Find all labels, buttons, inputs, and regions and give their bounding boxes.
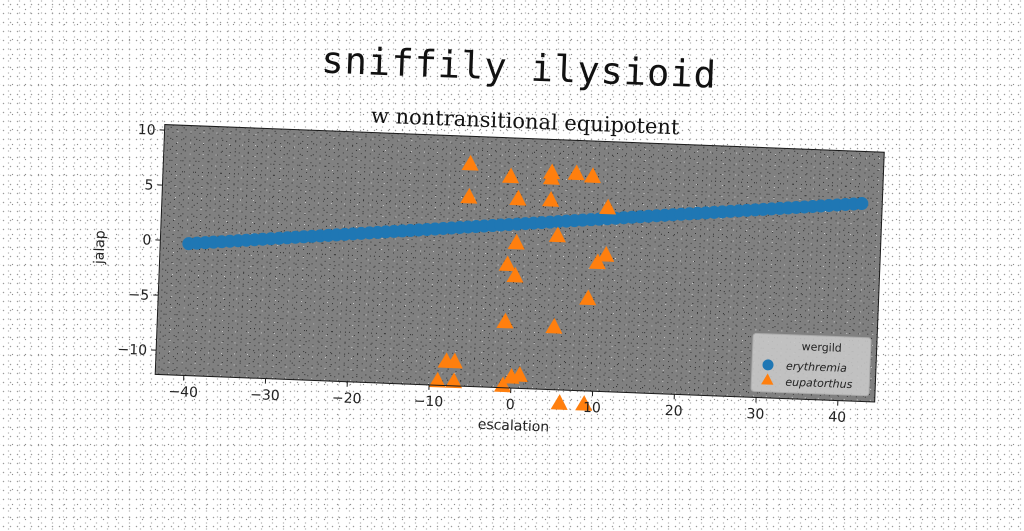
y-tick-label-0: 0 [142,232,152,248]
legend-label-eupatorthus: eupatorthus [785,376,853,392]
y-tick-label-5: 5 [144,177,154,193]
y-tick-label-10: 10 [137,122,155,139]
x-tick-label--40: −40 [168,384,198,401]
x-tick-label--20: −20 [332,390,362,407]
data-point-eupatorthus-26 [551,394,569,410]
x-tick-label-30: 30 [746,406,764,423]
x-axis-label: escalation [477,417,549,436]
y-axis-label: jalap [91,230,108,266]
x-tick-label-20: 20 [664,403,682,420]
y-tick-label--10: −10 [117,342,147,359]
legend-title: wergild [801,340,842,355]
legend-label-erythremia: erythremia [786,360,848,375]
y-tick-label--5: −5 [128,287,149,304]
legend: wergild erythremia eupatorthus [751,333,871,395]
x-tick-label-0: 0 [505,397,515,413]
x-tick-label-40: 40 [828,409,846,426]
x-tick-label--10: −10 [413,393,443,410]
x-tick-label--30: −30 [250,387,280,404]
x-tick-label-10: 10 [583,400,601,417]
